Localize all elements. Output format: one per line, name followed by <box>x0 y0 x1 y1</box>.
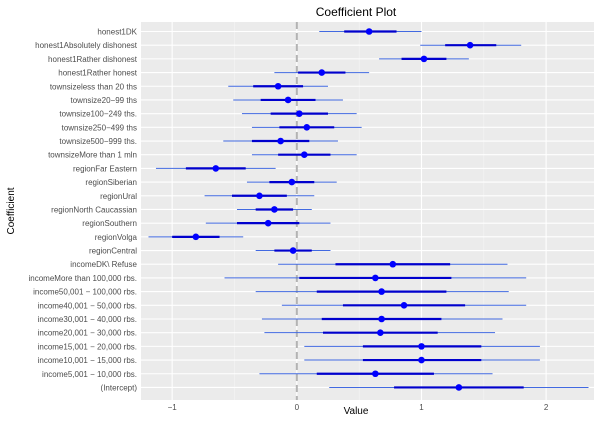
y-tick-label: regionNorth Caucassian <box>51 205 137 214</box>
y-tick-label: honest1Absolutely dishonest <box>35 41 138 50</box>
y-tick-label: townsize250−499 ths <box>62 123 137 132</box>
x-axis-title: Value <box>344 406 369 417</box>
y-tick-label: incomeDK\ Refuse <box>70 260 137 269</box>
estimate-point <box>289 247 297 254</box>
y-tick-label: honest1Rather dishonest <box>48 55 138 64</box>
x-tick-label: 0 <box>295 403 300 412</box>
y-tick-label: income5,001 − 10,000 rbs. <box>42 370 137 379</box>
estimate-point <box>372 370 379 378</box>
estimate-point <box>400 302 408 309</box>
estimate-point <box>264 219 272 227</box>
estimate-point <box>418 356 425 364</box>
estimate-point <box>256 192 263 200</box>
y-tick-labels: honest1DK honest1Absolutely dishonest hone… <box>28 28 137 393</box>
plot-panel <box>141 22 594 400</box>
estimate-point <box>418 343 425 350</box>
y-tick-label: incomeMore than 100,000 rbs. <box>28 274 137 283</box>
estimate-point <box>389 260 397 268</box>
y-tick-label: townsize100−249 ths. <box>59 110 137 119</box>
estimate-point <box>301 151 308 159</box>
y-tick-label: income10,001 − 15,000 rbs. <box>38 356 137 365</box>
y-tick-label: income20,001 − 30,000 rbs. <box>38 329 137 338</box>
y-tick-label: income50,001 − 100,000 rbs. <box>33 288 137 297</box>
x-tick-label: −1 <box>168 403 178 412</box>
chart-title: Coefficient Plot <box>316 5 397 19</box>
x-tick-labels: −1 0 1 2 <box>168 403 549 412</box>
estimate-point <box>277 137 284 145</box>
y-axis-title: Coefficient <box>6 187 17 234</box>
y-tick-label: townsizeMore than 1 mln <box>48 151 137 160</box>
y-tick-label: (Intercept) <box>101 383 138 392</box>
estimate-point <box>455 384 463 391</box>
y-tick-label: regionVolga <box>95 233 138 242</box>
estimate-point <box>284 96 292 104</box>
y-tick-label: honest1DK <box>97 28 137 37</box>
estimate-point <box>303 124 311 131</box>
estimate-point <box>318 69 326 76</box>
y-tick-label: income30,001 − 40,000 rbs. <box>38 315 137 324</box>
y-tick-label: townsize500−999 ths. <box>59 137 137 146</box>
y-tick-label: honest1Rather honest <box>58 69 138 78</box>
estimate-point <box>378 288 385 295</box>
x-tick-label: 2 <box>544 403 549 412</box>
estimate-point <box>288 178 296 186</box>
y-tick-label: townsize20−99 ths <box>71 96 138 105</box>
estimate-point <box>377 329 384 336</box>
estimate-point <box>192 233 200 241</box>
estimate-point <box>372 274 379 282</box>
estimate-point <box>296 110 303 117</box>
y-tick-label: income40,001 − 50,000 rbs. <box>38 301 137 310</box>
y-tick-label: regionSiberian <box>85 178 137 187</box>
y-tick-label: regionFar Eastern <box>73 164 137 173</box>
y-tick-label: regionCentral <box>89 247 137 256</box>
coefficient-marks <box>148 28 589 391</box>
y-tick-label: townsizeless than 20 ths <box>50 82 137 91</box>
estimate-point <box>466 41 474 49</box>
estimate-point <box>212 165 220 172</box>
estimate-point <box>378 315 385 323</box>
estimate-point <box>274 82 282 90</box>
minor-gridlines <box>234 22 485 400</box>
estimate-point <box>365 28 373 35</box>
y-tick-label: regionUral <box>100 192 137 201</box>
y-tick-label: income15,001 − 20,000 rbs. <box>38 342 137 351</box>
estimate-point <box>420 55 428 63</box>
y-tick-label: regionSouthern <box>82 219 137 228</box>
estimate-point <box>271 206 278 213</box>
x-tick-label: 1 <box>419 403 424 412</box>
